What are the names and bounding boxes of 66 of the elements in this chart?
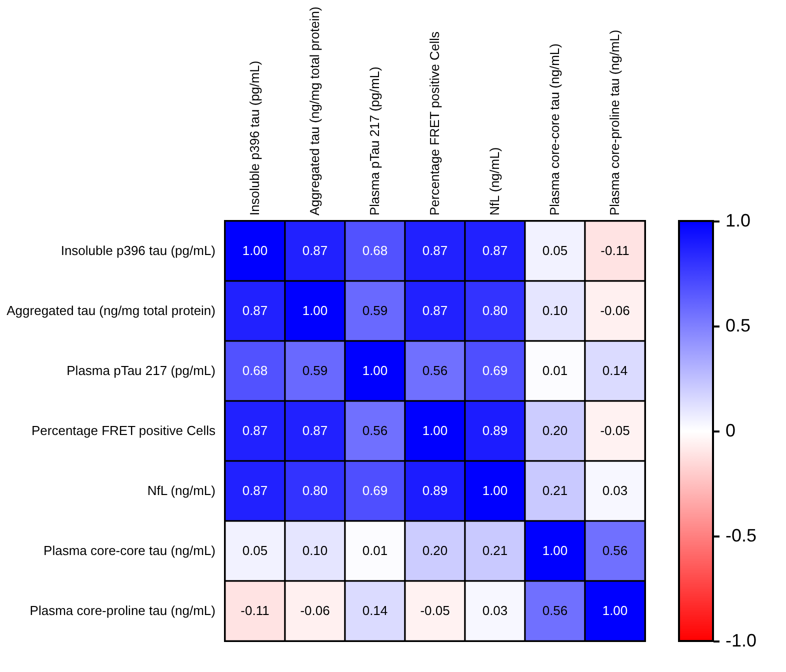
data-label: 0.01 (542, 363, 568, 378)
color-bar-label: -1.0 (726, 630, 757, 650)
data-label: 0.56 (602, 543, 628, 558)
data-label: 0.87 (242, 303, 268, 318)
data-label: 1.00 (362, 363, 388, 378)
data-label: 1.00 (242, 243, 268, 258)
data-label: 0.87 (242, 423, 268, 438)
color-bar-label: 0.5 (726, 316, 751, 336)
data-label: 0.21 (542, 483, 568, 498)
data-label: 0.69 (482, 363, 508, 378)
x-tick-label: Plasma pTau 217 (pg/mL) (367, 66, 382, 216)
data-label: -0.11 (240, 603, 270, 618)
data-label: 0.87 (422, 303, 448, 318)
data-label: 0.87 (482, 243, 508, 258)
data-label: 0.87 (302, 423, 328, 438)
x-tick-label: Plasma core-core tau (ng/mL) (547, 44, 562, 216)
data-label: -0.11 (600, 243, 630, 258)
data-label: 0.56 (362, 423, 388, 438)
data-label: 0.03 (482, 603, 508, 618)
data-label: 0.56 (422, 363, 448, 378)
data-label: 0.10 (542, 303, 568, 318)
color-bar-label: -0.5 (726, 526, 757, 546)
color-bar-label: 1.0 (726, 210, 751, 230)
y-tick-label: NfL (ng/mL) (147, 483, 216, 498)
data-label: 1.00 (482, 483, 508, 498)
data-label: 0.03 (602, 483, 628, 498)
data-label: 0.87 (422, 243, 448, 258)
data-label: 0.20 (422, 543, 448, 558)
data-label: 0.68 (362, 243, 388, 258)
data-label: 0.87 (242, 483, 268, 498)
y-tick-label: Aggregated tau (ng/mg total protein) (6, 303, 216, 318)
data-label: 0.69 (362, 483, 388, 498)
data-label: 0.68 (242, 363, 268, 378)
color-bar-label: 0 (726, 420, 736, 440)
y-tick-label: Plasma core-proline tau (ng/mL) (30, 603, 216, 618)
x-tick-label: Plasma core-proline tau (ng/mL) (607, 30, 622, 216)
data-label: -0.05 (600, 423, 630, 438)
data-label: 0.80 (482, 303, 508, 318)
data-label: 0.14 (602, 363, 628, 378)
data-label: 0.56 (542, 603, 568, 618)
data-label: 1.00 (602, 603, 628, 618)
data-label: 0.59 (362, 303, 388, 318)
data-label: 0.05 (242, 543, 268, 558)
x-tick-label: NfL (ng/mL) (487, 147, 502, 216)
data-label: 0.05 (542, 243, 568, 258)
data-label: 0.14 (362, 603, 388, 618)
data-label: 0.89 (482, 423, 508, 438)
data-label: -0.05 (420, 603, 450, 618)
data-label: 0.80 (302, 483, 328, 498)
data-label: 0.59 (302, 363, 328, 378)
data-label: 0.01 (362, 543, 388, 558)
data-label: 0.89 (422, 483, 448, 498)
y-tick-label: Plasma core-core tau (ng/mL) (44, 543, 216, 558)
data-label: 1.00 (422, 423, 448, 438)
data-label: -0.06 (600, 303, 630, 318)
data-label: -0.06 (300, 603, 330, 618)
data-label: 0.87 (302, 243, 328, 258)
data-label: 1.00 (302, 303, 328, 318)
data-label: 0.10 (302, 543, 328, 558)
data-label: 1.00 (542, 543, 568, 558)
data-label: 0.20 (542, 423, 568, 438)
y-tick-label: Percentage FRET positive Cells (31, 423, 216, 438)
y-tick-label: Plasma pTau 217 (pg/mL) (66, 363, 216, 378)
y-tick-label: Insoluble p396 tau (pg/mL) (60, 243, 216, 258)
data-label: 0.21 (482, 543, 508, 558)
x-tick-label: Percentage FRET positive Cells (427, 30, 442, 216)
